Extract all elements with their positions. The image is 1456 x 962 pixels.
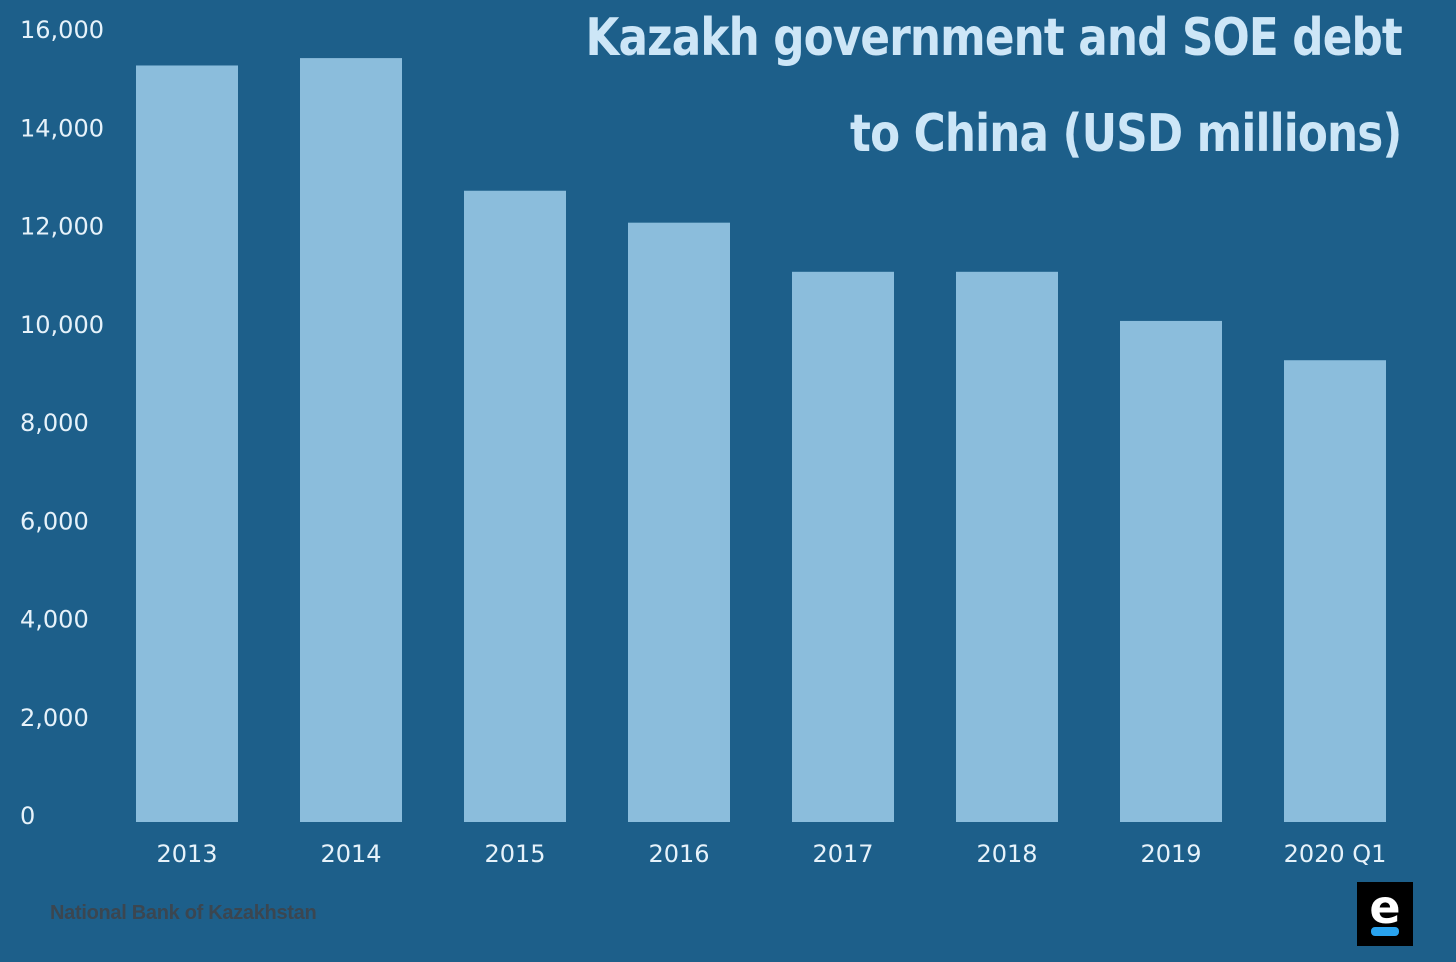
chart-title-line-1: Kazakh government and SOE debt	[585, 8, 1403, 68]
y-tick-label: 16,000	[20, 16, 104, 44]
e-logo-icon: e	[1369, 880, 1401, 934]
y-tick-label: 2,000	[20, 704, 89, 732]
publisher-logo: e	[1357, 880, 1413, 946]
bar-2019	[1120, 320, 1222, 822]
bar-2013	[136, 65, 238, 823]
x-tick-label: 2015	[484, 840, 545, 868]
bar-2015	[464, 190, 566, 822]
x-tick-label: 2013	[156, 840, 217, 868]
y-tick-label: 0	[20, 802, 35, 830]
x-tick-label: 2020 Q1	[1284, 840, 1387, 868]
y-tick-label: 8,000	[20, 409, 89, 437]
source-note: National Bank of Kazakhstan	[50, 902, 317, 924]
x-tick-label: 2014	[320, 840, 381, 868]
y-tick-label: 10,000	[20, 311, 104, 339]
bar-2016	[628, 222, 730, 823]
y-tick-label: 12,000	[20, 213, 104, 241]
bar-2020-q1	[1284, 360, 1386, 822]
x-tick-label: 2017	[812, 840, 873, 868]
x-tick-label: 2018	[976, 840, 1037, 868]
bar-2014	[300, 58, 402, 822]
x-tick-label: 2016	[648, 840, 709, 868]
y-tick-label: 6,000	[20, 507, 89, 535]
bar-2018	[956, 271, 1058, 822]
y-tick-label: 4,000	[20, 606, 89, 634]
logo-underline	[1371, 927, 1399, 936]
chart-title-line-2: to China (USD millions)	[850, 104, 1402, 164]
bar-2017	[792, 271, 894, 822]
x-tick-label: 2019	[1140, 840, 1201, 868]
y-tick-label: 14,000	[20, 114, 104, 142]
